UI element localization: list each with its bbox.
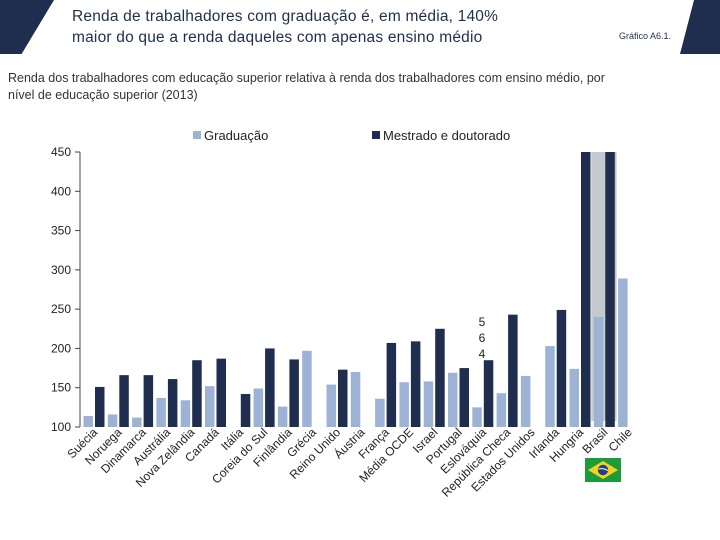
bar-graduacao [302, 350, 312, 427]
bar-graduacao [545, 346, 555, 427]
bar-mestrado [459, 368, 469, 427]
bar-mestrado [556, 309, 567, 427]
bar-graduacao [205, 386, 215, 427]
bar-mestrado [338, 369, 348, 427]
y-tick-label: 450 [51, 145, 71, 159]
y-tick-label: 350 [51, 224, 71, 238]
page-title: Renda de trabalhadores com graduação é, … [72, 6, 592, 48]
bar-graduacao [593, 317, 604, 427]
annotation-digit: 4 [479, 347, 486, 361]
bar-mestrado [435, 328, 445, 427]
bar-graduacao [448, 372, 458, 427]
bar-graduacao [132, 417, 142, 427]
subtitle-line-2: nível de educação superior (2013) [8, 88, 198, 102]
y-tick-label: 400 [51, 184, 71, 198]
bar-mestrado [410, 341, 421, 427]
bar-graduacao [618, 278, 628, 427]
annotation-digit: 6 [479, 331, 486, 345]
bar-mestrado [192, 360, 202, 427]
bar-graduacao [423, 381, 434, 427]
bar-graduacao [156, 397, 166, 427]
bar-mestrado [289, 359, 299, 427]
bar-graduacao [496, 393, 507, 427]
bar-graduacao [180, 400, 191, 427]
bar-mestrado [143, 375, 154, 427]
y-tick-label: 100 [51, 420, 71, 434]
y-tick-label: 250 [51, 302, 71, 316]
bar-graduacao [107, 414, 118, 427]
y-tick-label: 300 [51, 263, 71, 277]
bar-mestrado [167, 379, 178, 427]
annotation-digit: 5 [479, 315, 486, 329]
subtitle-line-1: Renda dos trabalhadores com educação sup… [8, 71, 605, 85]
bar-graduacao [253, 388, 264, 427]
category-label: Chile [606, 425, 635, 454]
legend-swatch-mestrado [372, 131, 380, 139]
bar-graduacao [326, 384, 336, 427]
category-label: Brasil [579, 425, 610, 456]
bar-mestrado [216, 358, 226, 427]
bar-mestrado [95, 386, 105, 427]
chart-code: Gráfico A6.1. [619, 31, 672, 41]
brazil-flag-icon [585, 458, 621, 482]
bar-mestrado [240, 394, 251, 427]
bar-graduacao [472, 407, 482, 427]
bar-mestrado [605, 152, 615, 427]
bar-graduacao [277, 406, 288, 427]
bar-graduacao [375, 398, 385, 427]
title-line-1: Renda de trabalhadores com graduação é, … [72, 8, 499, 25]
bar-mestrado [119, 375, 129, 427]
legend-swatch-graduacao [193, 131, 201, 139]
bar-mestrado [581, 152, 591, 427]
bar-mestrado [508, 314, 518, 427]
bar-graduacao [399, 382, 409, 427]
header-band [0, 0, 720, 54]
bar-graduacao [569, 368, 579, 427]
bar-graduacao [83, 416, 93, 427]
bar-mestrado [386, 342, 397, 427]
legend-label-mestrado: Mestrado e doutorado [383, 128, 510, 143]
bar-graduacao [520, 375, 531, 427]
legend-label-graduacao: Graduação [204, 128, 268, 143]
chart-subtitle: Renda dos trabalhadores com educação sup… [8, 70, 708, 104]
title-line-2: maior do que a renda daqueles com apenas… [72, 29, 483, 46]
y-tick-label: 150 [51, 381, 71, 395]
bar-mestrado [265, 348, 275, 427]
bar-graduacao [350, 372, 361, 427]
y-tick-label: 200 [51, 341, 71, 355]
bar-mestrado [483, 360, 494, 427]
